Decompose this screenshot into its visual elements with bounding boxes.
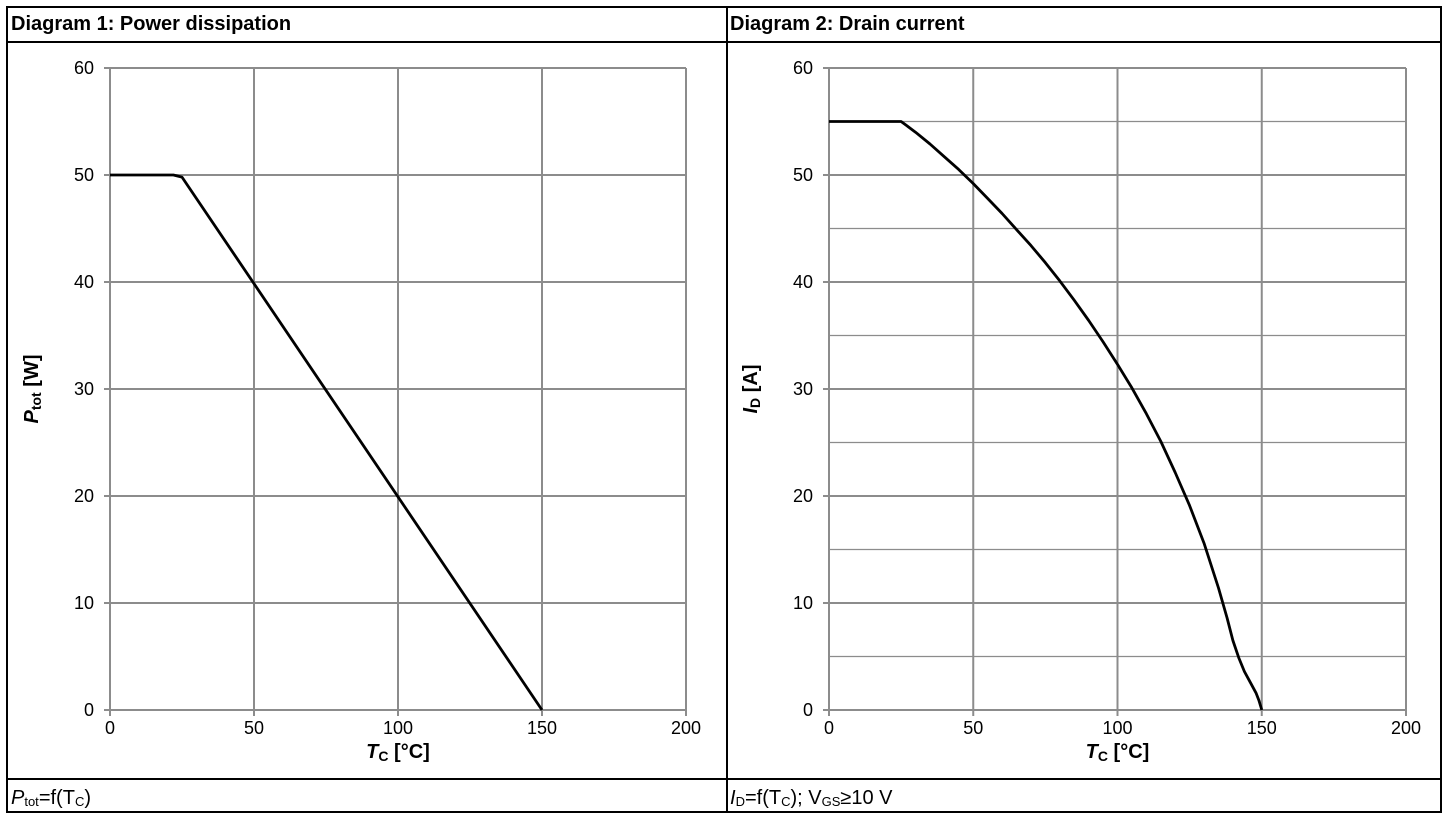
y-axis-label-rest: [A] <box>740 364 762 397</box>
chart-1: 0 10 20 30 40 50 60 0 50 100 150 200 TC [°C] Ptot [W] <box>21 58 701 764</box>
x-axis-label-sub: C <box>378 748 388 764</box>
y-axis-label: Ptot [W] <box>21 355 44 424</box>
y-tick-label: 10 <box>74 593 94 613</box>
y-tick-label: 40 <box>74 272 94 292</box>
x-axis-label: TC [°C] <box>1086 741 1150 764</box>
y-tick-label: 50 <box>74 165 94 185</box>
x-axis-label-sub: C <box>1098 748 1108 764</box>
caption-1-sub: tot <box>24 794 39 809</box>
y-tick-label: 30 <box>74 379 94 399</box>
x-tick-label: 0 <box>824 718 834 738</box>
caption-2-end: ≥10 V <box>840 787 893 809</box>
caption-2-sub3: GS <box>821 794 841 809</box>
series-line <box>110 173 544 711</box>
title-divider <box>8 41 1440 43</box>
chart-2-title: Diagram 2: Drain current <box>730 13 965 35</box>
x-tick-label: 150 <box>527 718 557 738</box>
y-tick-label: 60 <box>74 58 94 78</box>
x-tick-label: 100 <box>1102 718 1132 738</box>
panel-divider <box>726 8 728 811</box>
caption-1-end: ) <box>84 787 91 809</box>
x-tick-label: 0 <box>105 718 115 738</box>
y-axis-label-main: I <box>740 408 762 414</box>
y-tick-label: 40 <box>793 272 813 292</box>
x-tick-label: 100 <box>383 718 413 738</box>
chart-1-title: Diagram 1: Power dissipation <box>11 13 292 35</box>
figure-frame: Diagram 1: Power dissipation Diagram 2: … <box>6 6 1442 813</box>
x-axis-label-rest: [°C] <box>389 741 430 763</box>
y-axis-label-sub: tot <box>28 392 44 410</box>
y-tick-label: 20 <box>74 486 94 506</box>
x-tick-label: 150 <box>1247 718 1277 738</box>
y-tick-label: 10 <box>793 593 813 613</box>
x-axis-label-rest: [°C] <box>1108 741 1149 763</box>
y-tick-label: 60 <box>793 58 813 78</box>
caption-1-sub2: C <box>74 794 85 809</box>
x-axis-label: TC [°C] <box>366 741 430 764</box>
y-axis-label-main: P <box>21 410 43 424</box>
y-tick-label: 0 <box>803 700 813 720</box>
series-line <box>829 120 1264 711</box>
caption-2-rest: =f(T <box>744 787 782 809</box>
x-axis-label-main: T <box>366 741 380 763</box>
chart-2: 0 10 20 30 40 50 60 0 50 100 150 200 TC [°C] ID [A] <box>740 58 1421 764</box>
y-axis-label-rest: [W] <box>21 355 43 393</box>
chart-1-caption: Ptot=f(TC) <box>11 787 91 813</box>
x-tick-label: 200 <box>1391 718 1421 738</box>
caption-1-rest: =f(T <box>38 787 75 809</box>
y-axis-label: ID [A] <box>740 364 763 413</box>
y-tick-label: 50 <box>793 165 813 185</box>
caption-2-extra: ); V <box>790 787 822 809</box>
caption-1-main: P <box>11 787 25 809</box>
x-axis-label-main: T <box>1086 741 1100 763</box>
caption-2-main: I <box>730 787 736 809</box>
caption-2-sub: D <box>735 794 745 809</box>
caption-2-sub2: C <box>781 794 791 809</box>
y-axis-label-sub: D <box>747 398 763 408</box>
y-tick-label: 20 <box>793 486 813 506</box>
chart-2-caption: ID=f(TC); VGS≥10 V <box>730 787 893 813</box>
caption-divider <box>8 778 1440 780</box>
x-tick-label: 50 <box>244 718 264 738</box>
x-tick-label: 200 <box>671 718 701 738</box>
y-tick-label: 0 <box>84 700 94 720</box>
y-tick-label: 30 <box>793 379 813 399</box>
x-tick-label: 50 <box>963 718 983 738</box>
